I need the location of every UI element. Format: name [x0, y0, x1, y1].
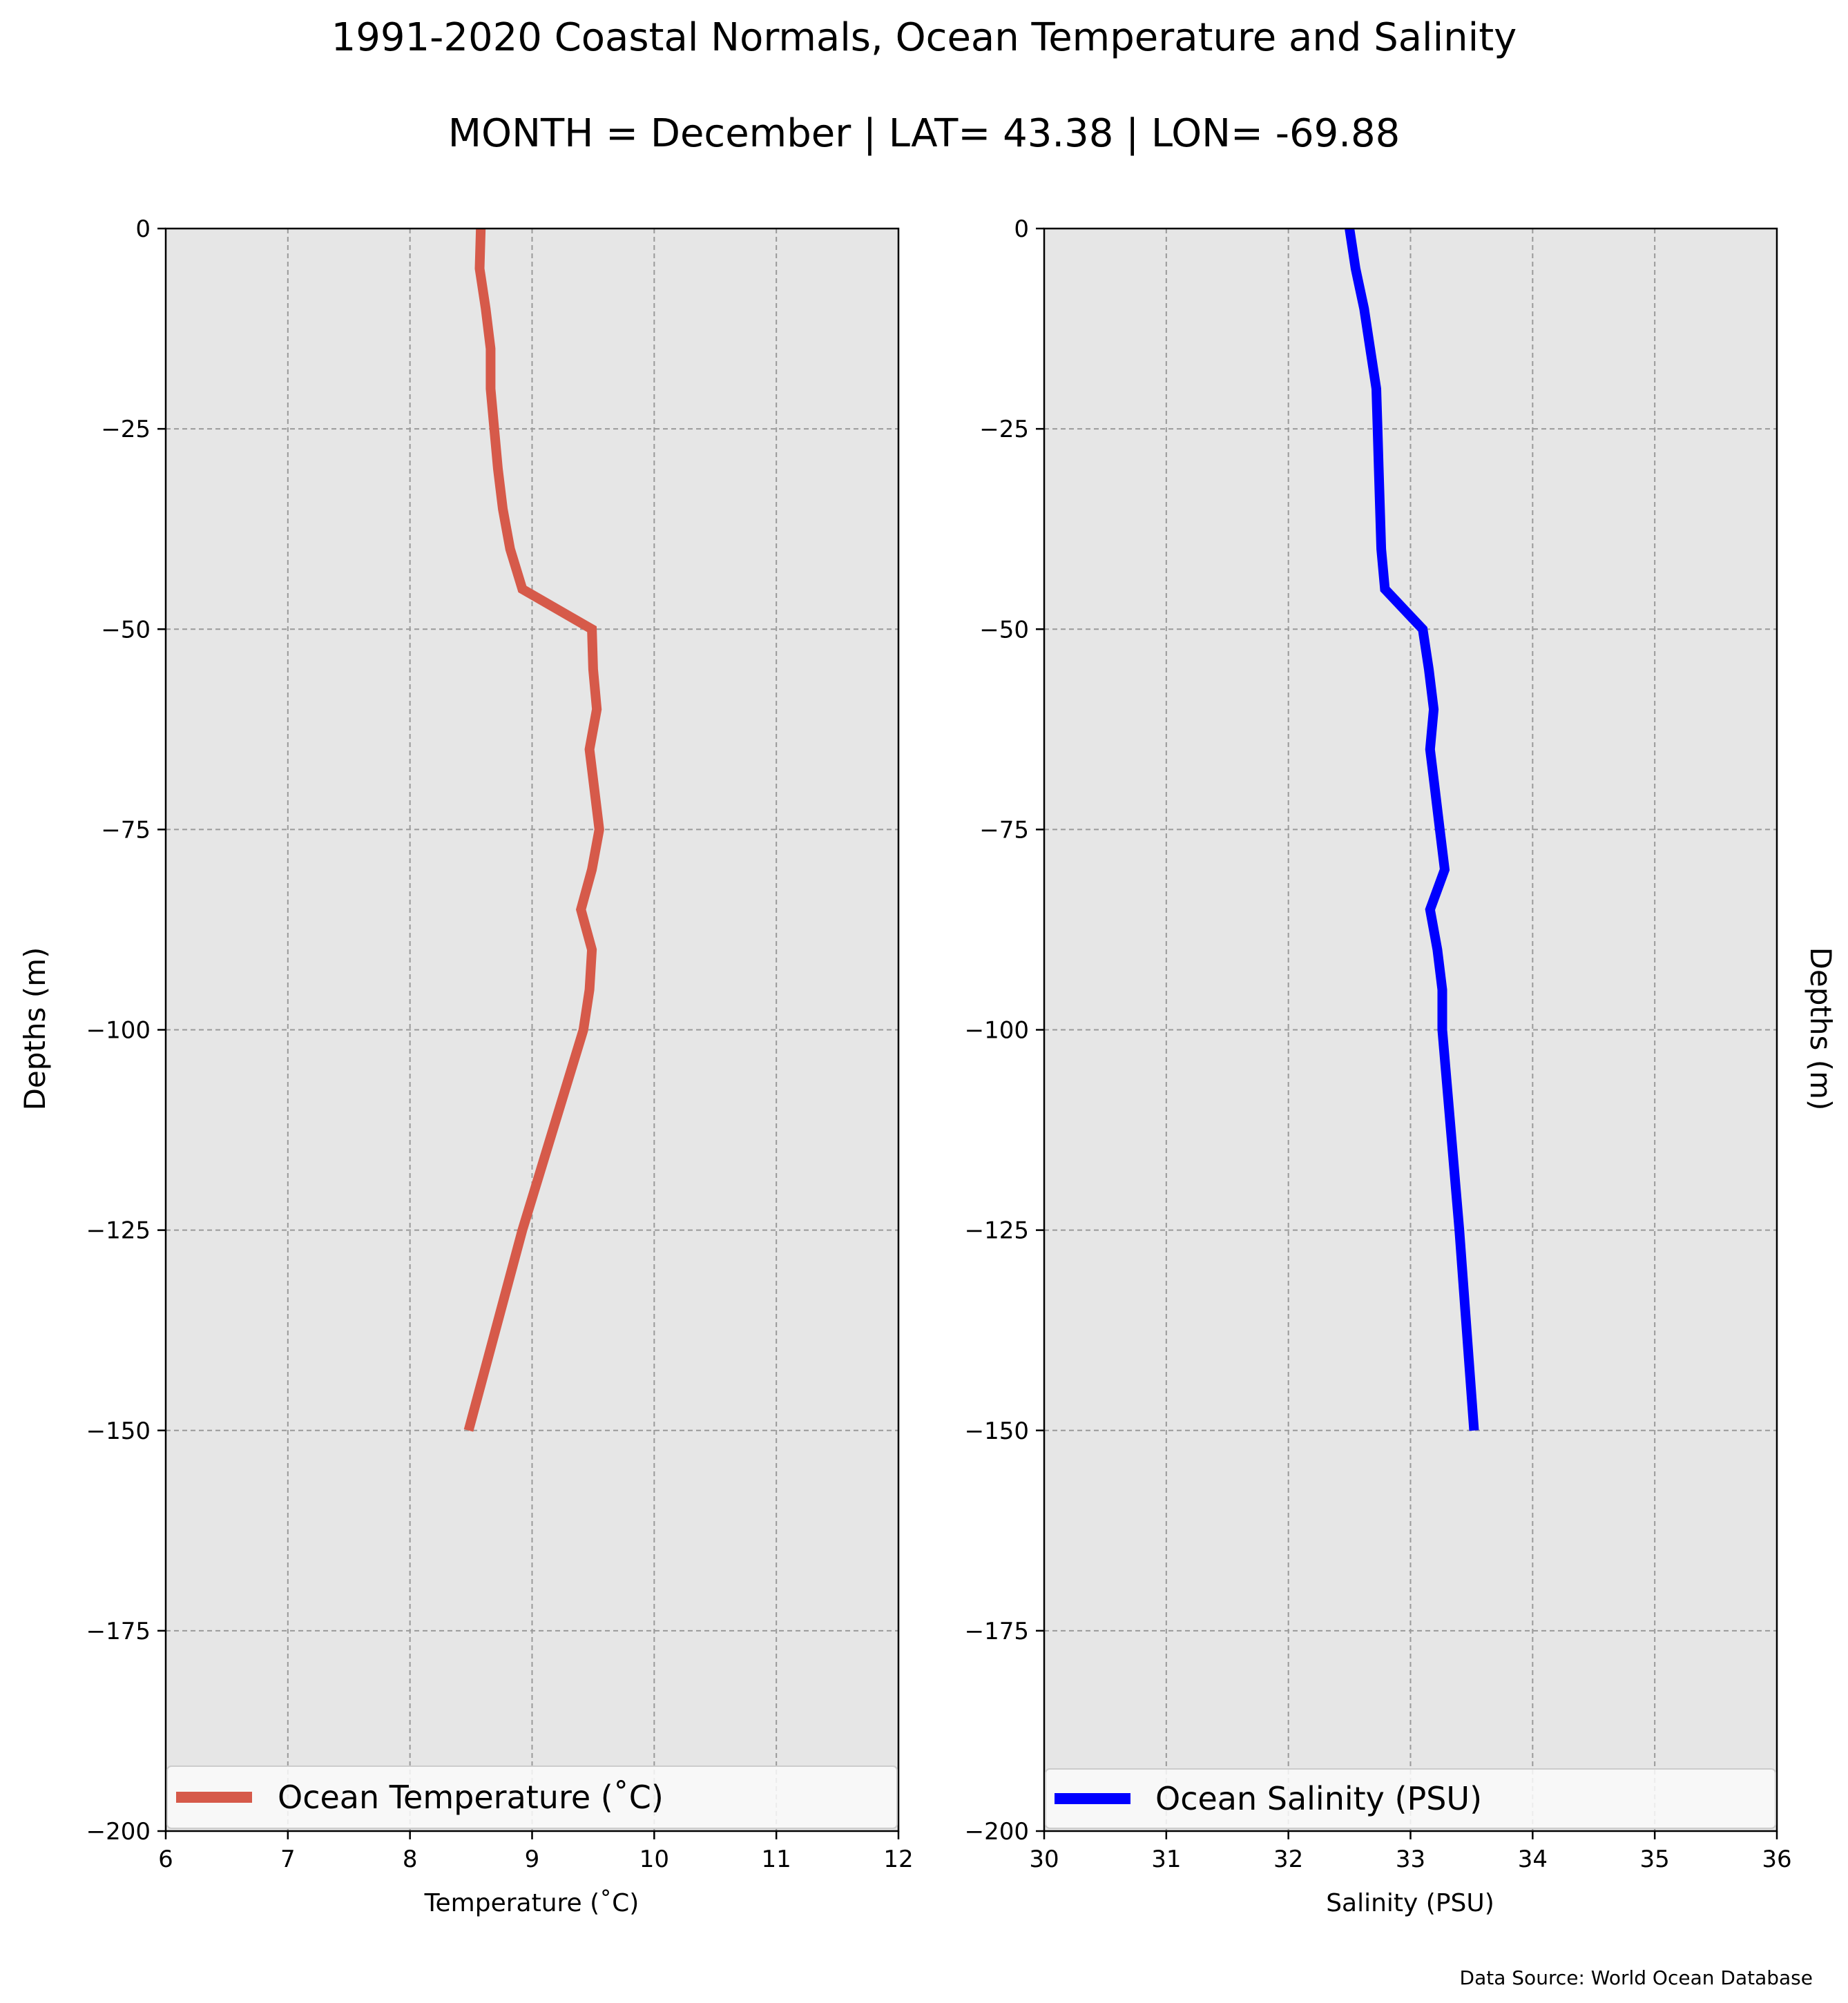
salinity-x-tick-label: 35: [1640, 1846, 1670, 1873]
salinity-y-tick-label: −100: [965, 1017, 1029, 1045]
temperature-x-tick-label: 10: [639, 1846, 669, 1873]
salinity-y-tick-label: −50: [979, 616, 1029, 644]
salinity-x-tick-label: 33: [1396, 1846, 1425, 1873]
salinity-legend: Ocean Salinity (PSU): [1045, 1768, 1776, 1829]
salinity-x-tick-label: 31: [1151, 1846, 1181, 1873]
temperature-y-tick-label: −25: [101, 416, 151, 443]
temperature-y-tick-label: 0: [135, 215, 151, 243]
salinity-data-point: [1439, 829, 1440, 830]
salinity-x-tick-label: 34: [1518, 1846, 1548, 1873]
temperature-x-tick-label: 12: [883, 1846, 913, 1873]
salinity-y-tick-label: −150: [965, 1417, 1029, 1445]
temperature-y-tick-label: −50: [101, 616, 151, 644]
salinity-chart: 30 31 32 33 34 35 36 0 −25 −50 −75 −100 −125 −150 −175…: [965, 215, 1792, 1917]
salinity-profile-line: [1345, 227, 1479, 1431]
temperature-y-tick-label: −150: [86, 1417, 151, 1445]
temperature-x-tick-label: 9: [525, 1846, 540, 1873]
temperature-x-tick-label: 7: [280, 1846, 296, 1873]
salinity-y-tick-label: −175: [965, 1618, 1029, 1645]
salinity-data-point: [1429, 669, 1430, 670]
temperature-data-point: [592, 949, 593, 950]
salinity-x-tick-label: 30: [1029, 1846, 1059, 1873]
temperature-axes-frame: [164, 227, 900, 1832]
salinity-data-point: [1442, 1029, 1443, 1030]
temperature-data-point: [468, 1430, 469, 1431]
temperature-x-tick-label: 8: [403, 1846, 418, 1873]
temperature-legend-label: Ocean Temperature (˚C): [278, 1779, 664, 1816]
temperature-y-tick-label: −175: [86, 1618, 151, 1645]
salinity-x-tick-label: 32: [1273, 1846, 1303, 1873]
salinity-x-axis-label: Salinity (PSU): [1326, 1889, 1494, 1917]
temperature-y-tick-label: −75: [101, 816, 151, 844]
salinity-data-point: [1437, 949, 1438, 950]
salinity-legend-box: [1045, 1768, 1776, 1829]
data-source-note: Data Source: World Ocean Database: [1460, 1966, 1813, 1989]
figure-subtitle: MONTH = December | LAT= 43.38 | LON= -69…: [448, 111, 1401, 156]
right-y-axis-label: Depths (m): [1804, 947, 1838, 1111]
temperature-data-point: [594, 789, 595, 790]
salinity-y-tick-label: −125: [965, 1217, 1029, 1245]
figure-title: 1991-2020 Coastal Normals, Ocean Tempera…: [331, 15, 1517, 60]
salinity-data-point: [1378, 469, 1379, 470]
temperature-series: [463, 228, 604, 1432]
temperature-legend: Ocean Temperature (˚C): [166, 1765, 898, 1829]
temperature-chart: 6 7 8 9 10 11 12 0 −25 −50 −75 −100 −125 −150 −175 −200…: [18, 215, 914, 1917]
temperature-y-tick-label: −125: [86, 1217, 151, 1245]
salinity-x-tick-label: 36: [1762, 1846, 1791, 1873]
salinity-ticks: 30 31 32 33 34 35 36 0 −25 −50 −75 −100 −125 −150 −175…: [965, 215, 1792, 1873]
temperature-data-point: [589, 749, 590, 750]
salinity-y-tick-label: −75: [979, 816, 1029, 844]
temperature-y-tick-label: −200: [86, 1818, 151, 1846]
salinity-data-point: [1442, 989, 1443, 990]
temperature-data-point: [592, 629, 593, 630]
temperature-x-axis-label: Temperature (˚C): [424, 1889, 639, 1917]
salinity-axes-frame: [1043, 227, 1778, 1832]
left-y-axis-label: Depths (m): [18, 947, 52, 1111]
temperature-y-tick-label: −100: [86, 1017, 151, 1045]
temperature-gridlines: [166, 229, 898, 1831]
salinity-data-point: [1434, 789, 1435, 790]
salinity-y-tick-label: −200: [965, 1818, 1029, 1846]
salinity-legend-label: Ocean Salinity (PSU): [1155, 1780, 1482, 1817]
temperature-data-point: [522, 589, 523, 590]
temperature-x-tick-label: 6: [158, 1846, 173, 1873]
temperature-data-point: [583, 1029, 584, 1030]
salinity-series: [1345, 227, 1479, 1431]
temperature-legend-box: [166, 1765, 898, 1829]
temperature-data-point: [498, 469, 499, 470]
salinity-gridlines: [1044, 229, 1777, 1831]
temperature-profile-line: [463, 228, 604, 1432]
salinity-y-tick-label: 0: [1014, 215, 1029, 243]
salinity-data-point: [1381, 549, 1382, 550]
temperature-data-point: [592, 869, 593, 870]
temperature-data-point: [589, 989, 590, 990]
salinity-y-tick-label: −25: [979, 416, 1029, 443]
temperature-ticks: 6 7 8 9 10 11 12 0 −25 −50 −75 −100 −125 −150 −175 −200: [86, 215, 914, 1873]
temperature-x-tick-label: 11: [762, 1846, 791, 1873]
